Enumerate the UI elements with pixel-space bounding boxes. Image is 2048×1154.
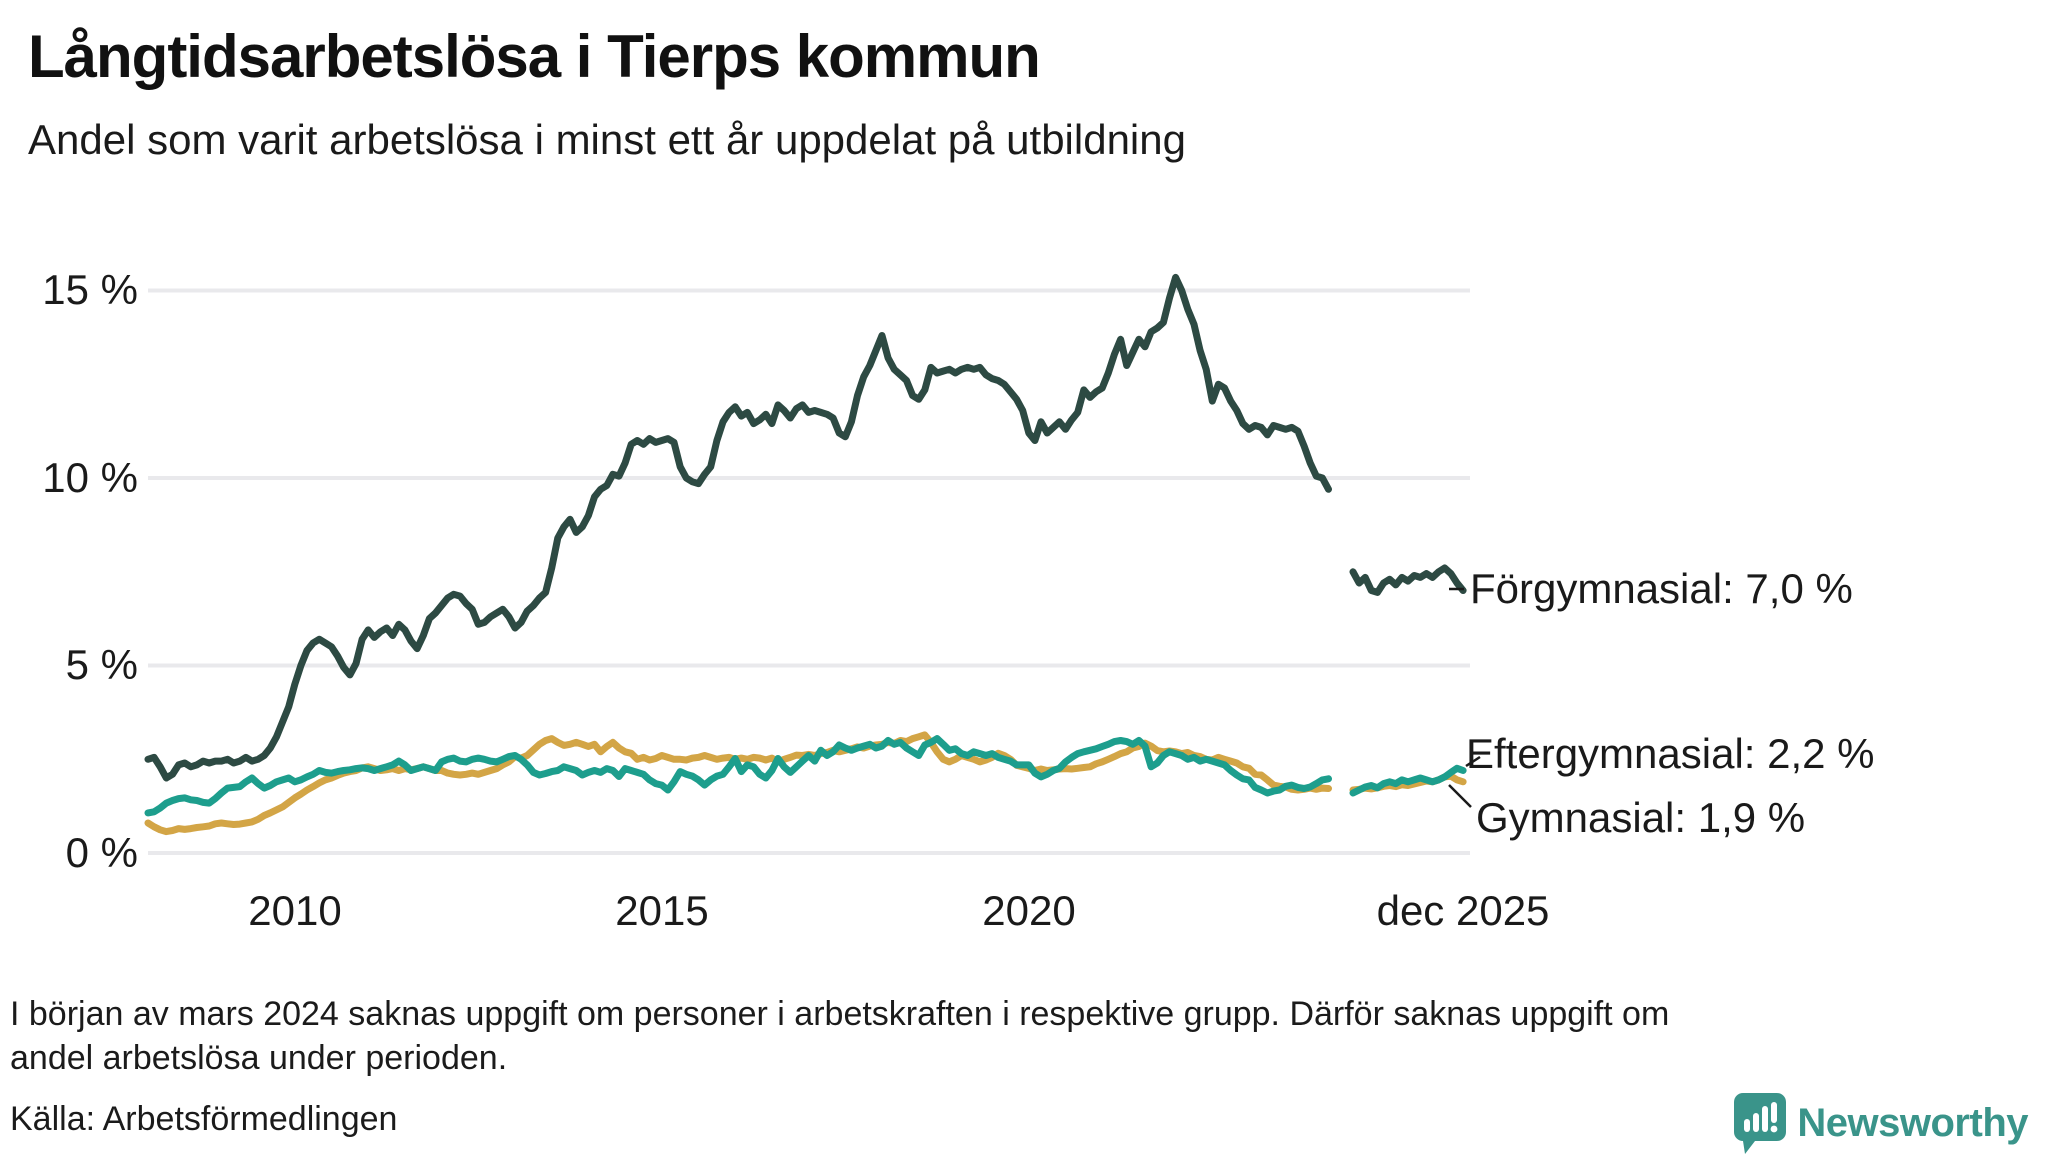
x-axis-tick-2015: 2015 <box>615 887 709 934</box>
newsworthy-wordmark: Newsworthy <box>1797 1100 2028 1145</box>
chart-subtitle: Andel som varit arbetslösa i minst ett å… <box>28 116 1186 163</box>
connector-eftergymnasial <box>1465 755 1481 768</box>
footnote-line-1: I början av mars 2024 saknas uppgift om … <box>10 995 1670 1033</box>
y-axis-tick-15: 15 % <box>42 266 138 313</box>
y-axis-tick-10: 10 % <box>42 454 138 501</box>
y-axis-tick-5: 5 % <box>65 641 138 688</box>
series-label-gymnasial: Gymnasial: 1,9 % <box>1476 794 1806 841</box>
gridlines <box>148 288 1470 855</box>
connector-gymnasial <box>1448 784 1472 808</box>
series-line-förgymnasial <box>144 273 1467 782</box>
footnote-line-2: andel arbetslösa under perioden. <box>10 1039 508 1077</box>
x-axis-tick-dec-2025: dec 2025 <box>1376 887 1550 934</box>
series-line-gymnasial <box>144 731 1467 836</box>
newsworthy-logo: Newsworthy <box>1733 1093 2028 1154</box>
series-label-forgymnasial: Förgymnasial: 7,0 % <box>1470 565 1853 612</box>
footnote: I början av mars 2024 saknas uppgift om … <box>10 992 1669 1080</box>
series-paths <box>144 273 1467 836</box>
newsworthy-icon <box>1734 1093 1787 1154</box>
x-axis-tick-2020: 2020 <box>982 887 1076 934</box>
page-title: Långtidsarbetslösa i Tierps kommun <box>28 23 1041 90</box>
series-line-eftergymnasial <box>144 735 1467 817</box>
label-connectors <box>1448 587 1481 808</box>
source-note: Källa: Arbetsförmedlingen <box>10 1100 398 1138</box>
y-axis-tick-0: 0 % <box>65 829 138 876</box>
x-axis-tick-2010: 2010 <box>248 887 342 934</box>
series-label-eftergymnasial: Eftergymnasial: 2,2 % <box>1466 730 1875 777</box>
